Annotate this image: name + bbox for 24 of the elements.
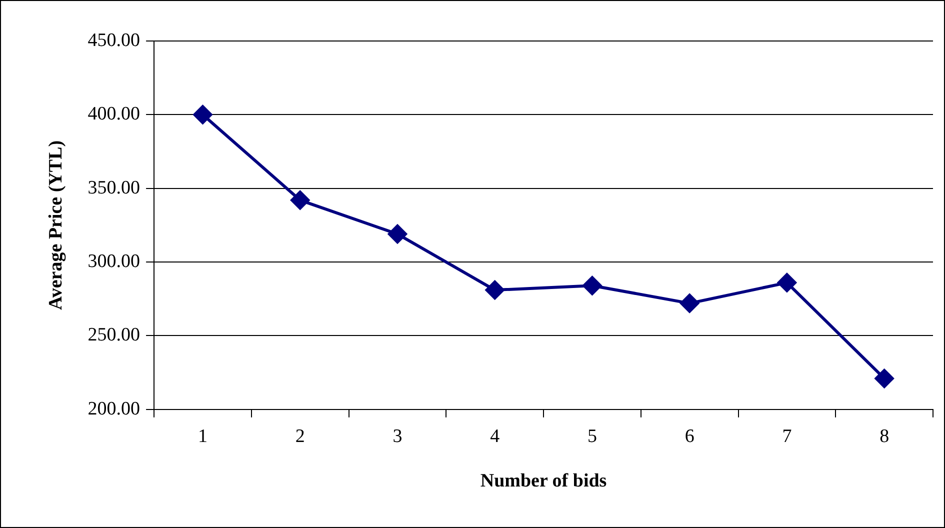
y-tick-label: 400.00 — [88, 104, 140, 125]
point — [582, 276, 602, 296]
x-tick-label: 5 — [587, 426, 597, 447]
y-tick-label: 250.00 — [88, 324, 140, 346]
point — [290, 190, 310, 210]
x-tick-label: 6 — [684, 426, 694, 447]
point — [680, 294, 700, 313]
x-axis-title: Number of bids — [480, 470, 607, 492]
y-tick-label: 200.00 — [88, 398, 140, 420]
point — [874, 368, 894, 388]
point — [193, 105, 212, 124]
x-tick-label: 3 — [392, 426, 402, 447]
x-tick-label: 1 — [198, 426, 208, 447]
x-tick-label: 8 — [880, 426, 890, 447]
y-tick-label: 450.00 — [88, 30, 140, 51]
y-axis-title: Average Price (YTL) — [45, 140, 66, 310]
point — [485, 280, 504, 300]
y-tick-label: 300.00 — [88, 251, 140, 272]
point — [388, 224, 407, 244]
x-tick-label: 4 — [490, 426, 500, 447]
x-tick-label: 7 — [782, 426, 792, 447]
point — [777, 273, 796, 292]
x-tick-label: 2 — [295, 426, 305, 447]
y-tick-label: 350.00 — [88, 177, 140, 198]
